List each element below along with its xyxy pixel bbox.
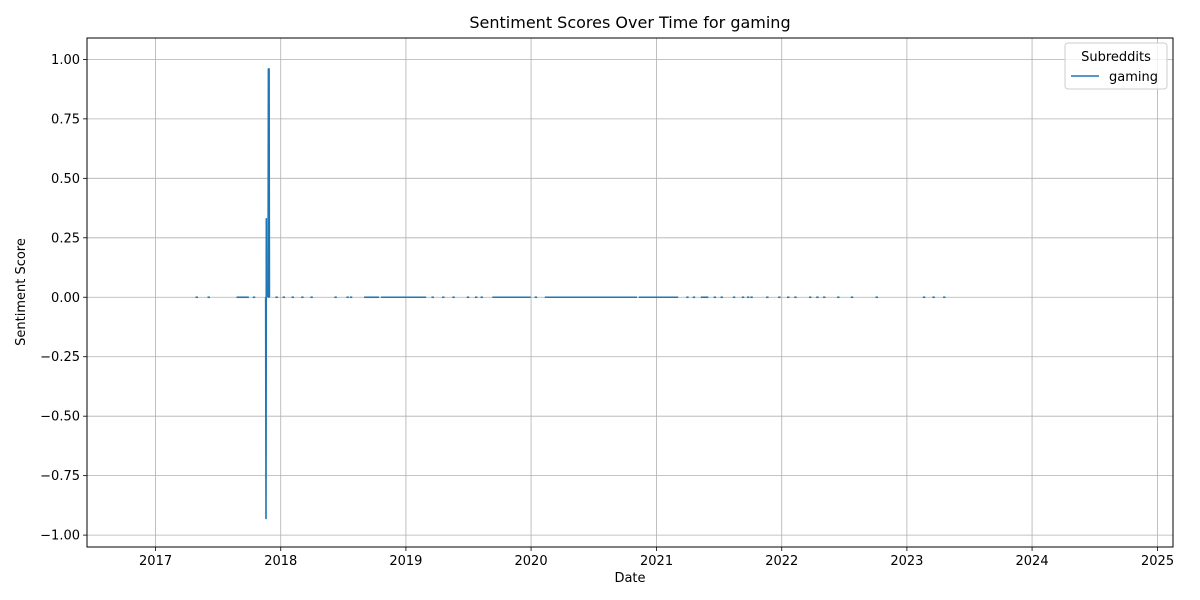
x-tick-label: 2024 <box>1016 554 1049 569</box>
x-tick-label: 2022 <box>765 554 798 569</box>
x-tick-label: 2021 <box>640 554 673 569</box>
series-segment <box>264 217 268 520</box>
y-tick-label: 0.25 <box>51 231 80 246</box>
y-tick-label: −0.25 <box>40 350 80 365</box>
x-tick-label: 2019 <box>389 554 422 569</box>
legend: Subreddits gaming <box>1064 42 1168 90</box>
x-tick-label: 2023 <box>890 554 923 569</box>
x-tick-label: 2018 <box>264 554 297 569</box>
x-axis-ticks: 2017 2018 2019 2020 2021 2022 2023 2024 2025 <box>139 547 1174 569</box>
y-tick-label: 0.50 <box>51 172 80 187</box>
y-tick-label: 1.00 <box>51 53 80 68</box>
x-axis-label: Date <box>614 571 645 586</box>
legend-box <box>1064 42 1168 90</box>
legend-label-gaming: gaming <box>1109 70 1158 85</box>
grid-lines <box>87 38 1173 547</box>
y-axis-label: Sentiment Score <box>14 238 29 346</box>
y-tick-label: −0.75 <box>40 469 80 484</box>
legend-title: Subreddits <box>1081 50 1151 65</box>
chart-title: Sentiment Scores Over Time for gaming <box>469 13 790 32</box>
x-tick-label: 2020 <box>515 554 548 569</box>
x-tick-label: 2025 <box>1141 554 1174 569</box>
y-tick-label: −0.50 <box>40 410 80 425</box>
y-tick-label: −1.00 <box>40 529 80 544</box>
series-segment <box>267 68 271 299</box>
plot-frame <box>86 37 1174 548</box>
y-axis-ticks: 1.00 0.75 0.50 0.25 0.00 −0.25 −0.50 −0.75 −1.00 <box>40 53 87 544</box>
series-gaming <box>195 68 946 520</box>
y-tick-label: 0.75 <box>51 112 80 127</box>
x-tick-label: 2017 <box>139 554 172 569</box>
y-tick-label: 0.00 <box>51 291 80 306</box>
